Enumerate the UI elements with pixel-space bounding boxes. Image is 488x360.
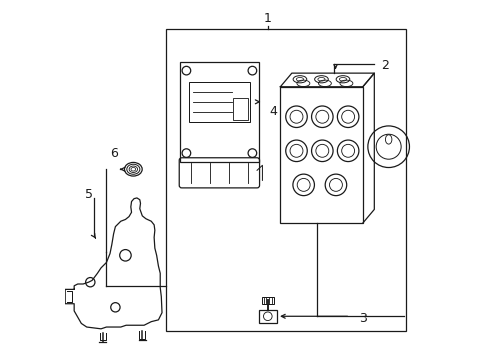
Text: 6: 6: [109, 147, 117, 160]
Bar: [262, 297, 273, 304]
Bar: [180, 62, 258, 162]
Text: 4: 4: [269, 105, 277, 118]
Bar: [165, 30, 405, 330]
Bar: [188, 82, 249, 122]
Bar: [258, 310, 276, 323]
Bar: [232, 98, 247, 120]
Bar: [280, 87, 362, 223]
Text: 1: 1: [264, 12, 271, 25]
Text: 5: 5: [84, 188, 92, 201]
Text: 3: 3: [359, 311, 366, 325]
Text: 2: 2: [380, 59, 388, 72]
